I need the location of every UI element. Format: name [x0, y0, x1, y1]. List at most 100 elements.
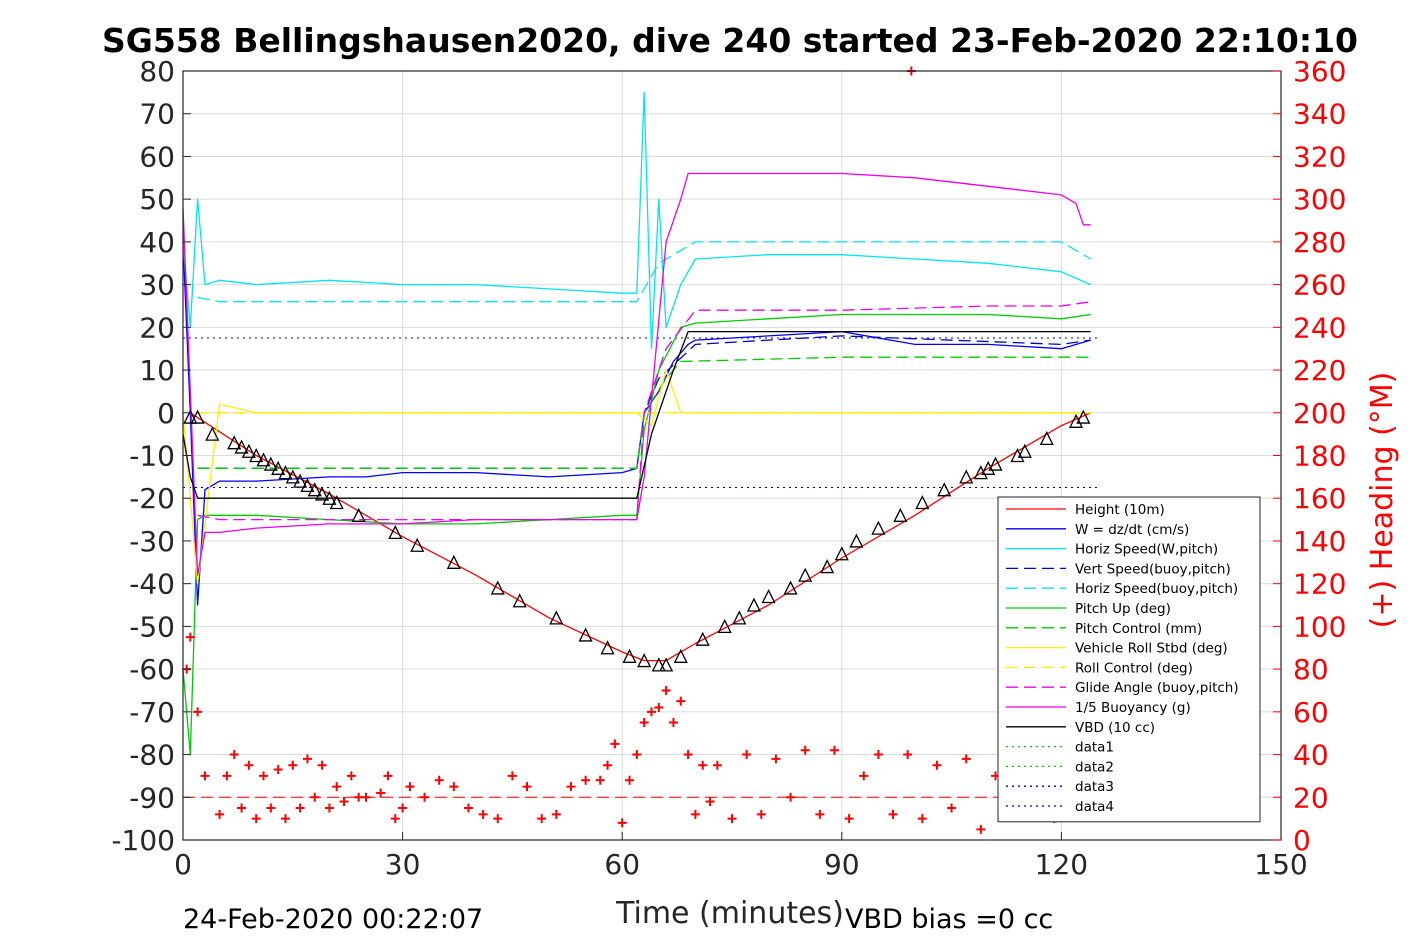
heading-point — [903, 750, 913, 760]
depth-marker — [263, 456, 278, 471]
heading-point — [873, 750, 883, 760]
legend-entry: W = dz/dt (cm/s) — [1075, 522, 1189, 538]
heading-point — [200, 771, 210, 781]
y2-tick-label: 340 — [1293, 98, 1346, 131]
depth-marker — [820, 559, 835, 574]
depth-marker — [1068, 413, 1084, 428]
y-tick-label: 0 — [157, 397, 175, 430]
y2-tick-label: 120 — [1293, 568, 1346, 601]
heading-point — [346, 771, 356, 781]
y2-tick-label: 20 — [1293, 781, 1329, 814]
x-tick-label: 60 — [604, 848, 640, 881]
depth-marker — [959, 469, 974, 484]
heading-point — [259, 771, 269, 781]
heading-point — [376, 788, 386, 798]
heading-point — [668, 718, 678, 728]
heading-point — [639, 718, 649, 728]
heading-point — [800, 745, 810, 755]
heading-point — [420, 792, 430, 802]
series-layer — [182, 91, 1092, 756]
depth-marker — [834, 546, 849, 561]
series-line — [182, 330, 1091, 499]
y2-tick-label: 180 — [1293, 440, 1346, 473]
legend-entry: Glide Angle (buoy,pitch) — [1075, 680, 1239, 696]
heading-point — [185, 632, 195, 642]
depth-marker — [241, 443, 256, 458]
heading-point — [712, 760, 722, 770]
series-line — [182, 313, 1091, 756]
depth-marker — [351, 507, 366, 522]
depth-marker — [651, 657, 666, 672]
legend-entry: VBD (10 cc) — [1075, 720, 1155, 736]
depth-marker — [988, 456, 1003, 471]
depth-marker — [512, 593, 527, 608]
heading-point — [625, 775, 635, 785]
depth-marker — [673, 648, 688, 663]
legend-entry: Vehicle Roll Stbd (deg) — [1075, 641, 1228, 657]
y2-tick-label: 320 — [1293, 140, 1346, 173]
y-tick-label: 10 — [139, 354, 175, 387]
depth-marker — [256, 452, 271, 467]
depth-marker — [278, 465, 293, 480]
heading-point — [815, 809, 825, 819]
series-line — [182, 241, 1091, 606]
heading-point — [566, 782, 576, 792]
depth-marker — [227, 435, 242, 450]
y2-tick-label: 140 — [1293, 525, 1346, 558]
y2-tick-label: 60 — [1293, 696, 1329, 729]
legend-entry: data2 — [1075, 759, 1114, 775]
x-tick-label: 90 — [824, 848, 860, 881]
heading-point — [310, 792, 320, 802]
heading-point — [661, 685, 671, 695]
depth-marker — [717, 618, 732, 634]
heading-point — [251, 814, 261, 824]
heading-point — [463, 803, 473, 813]
depth-marker — [183, 409, 198, 424]
heading-point — [339, 797, 349, 807]
heading-point — [683, 750, 693, 760]
heading-point — [976, 824, 986, 834]
depth-marker — [849, 533, 864, 548]
heading-point — [676, 696, 686, 706]
heading-point — [646, 707, 656, 717]
series-line — [182, 172, 1091, 576]
depth-marker — [637, 653, 652, 668]
y2-tick-label: 300 — [1293, 183, 1346, 216]
depth-marker — [490, 580, 505, 595]
heading-point — [829, 745, 839, 755]
heading-point — [698, 760, 708, 770]
y-tick-label: -80 — [129, 739, 175, 772]
heading-point — [610, 739, 620, 749]
depth-marker — [981, 460, 996, 475]
heading-point — [786, 792, 796, 802]
heading-point — [961, 754, 971, 764]
depth-marker — [893, 507, 908, 522]
legend-entry: Pitch Up (deg) — [1075, 601, 1171, 617]
depth-marker — [659, 657, 674, 672]
y-tick-label: -20 — [129, 482, 175, 515]
depth-marker — [1010, 448, 1025, 463]
right-axis-label: (+) Heading (°M) — [1365, 372, 1400, 629]
depth-marker — [783, 580, 798, 595]
y-tick-label: -40 — [129, 568, 175, 601]
heading-point — [705, 797, 715, 807]
y2-tick-label: 220 — [1293, 354, 1346, 387]
heading-point — [632, 750, 642, 760]
depth-marker — [293, 473, 308, 488]
heading-point — [947, 803, 957, 813]
heading-point — [727, 814, 737, 824]
depth-marker — [746, 597, 762, 612]
heading-point — [288, 760, 298, 770]
x-axis-label: Time (minutes) — [615, 896, 844, 931]
heading-point — [215, 809, 225, 819]
depth-marker — [871, 520, 886, 535]
heading-point — [332, 782, 342, 792]
legend-entry: Horiz Speed(W,pitch) — [1075, 542, 1218, 558]
depth-marker — [190, 409, 205, 424]
y2-tick-label: 100 — [1293, 610, 1346, 643]
heading-point — [690, 809, 700, 819]
depth-marker — [732, 610, 747, 625]
heading-point — [324, 803, 334, 813]
heading-point — [551, 809, 561, 819]
